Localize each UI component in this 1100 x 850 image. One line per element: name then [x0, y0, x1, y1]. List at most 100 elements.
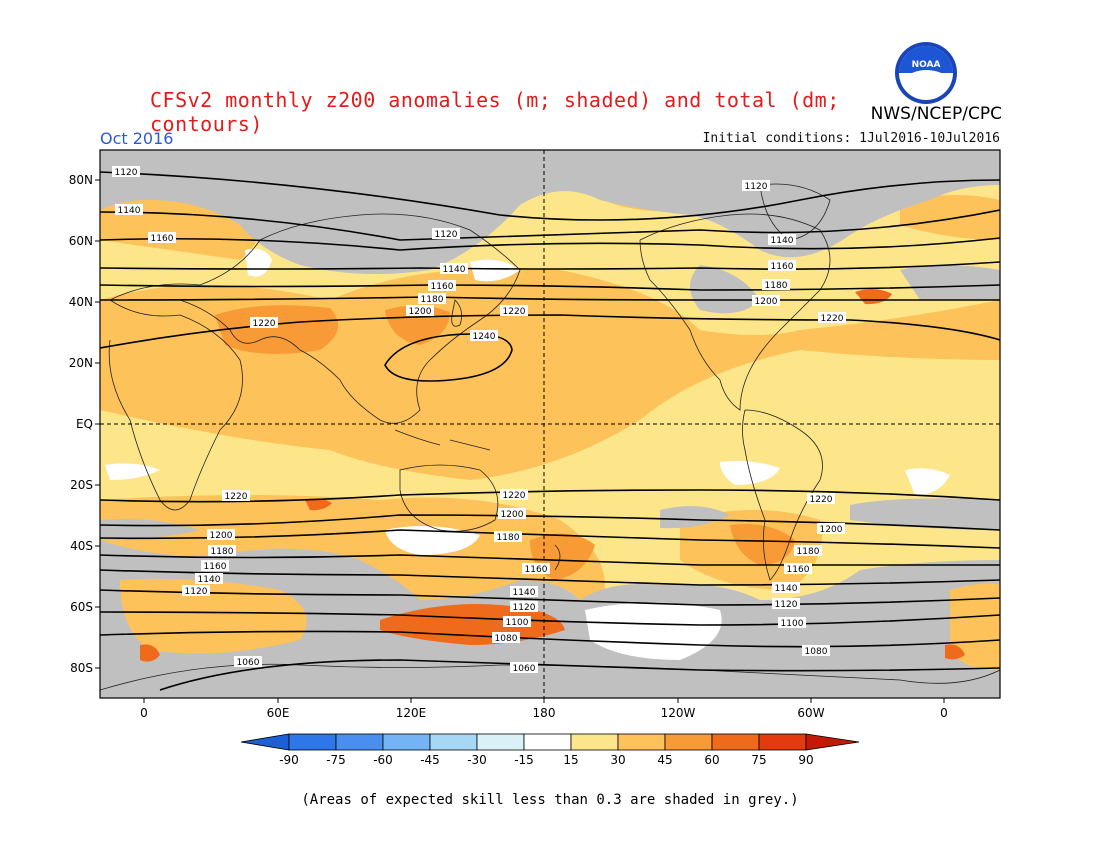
svg-text:1160: 1160: [204, 562, 227, 572]
colorbar-bin: [240, 733, 290, 751]
svg-text:1180: 1180: [421, 295, 444, 305]
svg-text:1200: 1200: [501, 510, 524, 520]
coastline-greenland: [759, 183, 831, 241]
colorbar-bin: [523, 733, 572, 751]
contour-label: 1200: [406, 305, 434, 317]
contour-label: 1140: [440, 263, 468, 275]
svg-text:1140: 1140: [771, 236, 794, 246]
contour-label: 1240: [470, 330, 498, 342]
contour-line: [100, 209, 1000, 241]
svg-text:1120: 1120: [185, 587, 208, 597]
svg-text:1180: 1180: [211, 547, 234, 557]
colorbar-bin: [382, 733, 431, 751]
lon-label: 60W: [797, 706, 825, 720]
colorbar-tick-label: 90: [798, 753, 814, 767]
svg-text:1100: 1100: [506, 618, 529, 628]
colorbar-bin: [570, 733, 619, 751]
contour-label: 1080: [802, 645, 830, 657]
svg-text:1220: 1220: [225, 492, 248, 502]
contour-label: 1140: [510, 586, 538, 598]
anomaly-band-45-60: [215, 305, 338, 354]
colorbar-tick-label: 15: [563, 753, 579, 767]
svg-text:1120: 1120: [513, 603, 536, 613]
contour-label: 1160: [768, 260, 796, 272]
axis-ticks: [95, 179, 945, 703]
contour-label: 1160: [784, 563, 812, 575]
lat-label: 80N: [68, 173, 93, 187]
contour-label: 1180: [418, 293, 446, 305]
colorbar-bin: [664, 733, 713, 751]
colorbar-tick-label: -60: [373, 753, 393, 767]
agency-label: NWS/NCEP/CPC: [870, 104, 1002, 124]
svg-text:1200: 1200: [755, 297, 778, 307]
svg-text:1080: 1080: [495, 634, 518, 644]
svg-text:1140: 1140: [775, 584, 798, 594]
svg-text:1220: 1220: [810, 495, 833, 505]
contour-label: 1200: [752, 295, 780, 307]
anomaly-band-30-45: [120, 578, 307, 654]
coastline-africa: [108, 299, 243, 511]
noaa-logo-text: NOAA: [912, 60, 941, 70]
lon-label: 0: [940, 706, 948, 720]
contour-label: 1120: [182, 585, 210, 597]
contour-label: 1080: [492, 632, 520, 644]
contour-label: 1200: [817, 523, 845, 535]
colorbar-tick-label: 60: [704, 753, 720, 767]
contour-label: 1180: [794, 545, 822, 557]
contour-label: 1140: [115, 204, 143, 216]
svg-text:1220: 1220: [821, 314, 844, 324]
anomaly-band-60-75: [140, 644, 160, 662]
colorbar-bin: [617, 733, 666, 751]
svg-text:1160: 1160: [787, 565, 810, 575]
svg-text:1060: 1060: [513, 664, 536, 674]
contour-line: [100, 314, 1000, 349]
contour-label: 1160: [201, 560, 229, 572]
svg-text:1100: 1100: [781, 619, 804, 629]
anomaly-white-region: [105, 463, 160, 480]
lat-label: 20S: [70, 478, 93, 492]
svg-text:1160: 1160: [525, 565, 548, 575]
lat-label: 20N: [68, 356, 93, 370]
contour-label: 1140: [768, 234, 796, 246]
anomaly-band-30-45: [950, 583, 1000, 671]
contour-line: [100, 611, 1000, 626]
contour-label: 1100: [778, 617, 806, 629]
contour-label: 1160: [148, 232, 176, 244]
svg-text:1220: 1220: [503, 307, 526, 317]
svg-text:1180: 1180: [497, 533, 520, 543]
svg-text:1180: 1180: [765, 281, 788, 291]
contour-label: 1220: [222, 490, 250, 502]
contour-label: 1180: [494, 531, 522, 543]
lon-label: 0: [140, 706, 148, 720]
low-skill-grey-south: [850, 498, 1000, 530]
colorbar-tick-label: -90: [279, 753, 299, 767]
contour-line: [100, 261, 1000, 270]
coastline-indonesia: [394, 429, 491, 451]
svg-text:1060: 1060: [237, 658, 260, 668]
contour-label: 1120: [742, 180, 770, 192]
lat-label: 60S: [70, 600, 93, 614]
contour-label: 1140: [195, 573, 223, 585]
lon-label: 60E: [266, 706, 290, 720]
contour-label: 1060: [510, 662, 538, 674]
contour-labels: 1120 1120 1140 1120 1160 1140 1140 1160 …: [112, 166, 846, 674]
lat-label: 40S: [70, 539, 93, 553]
svg-text:1160: 1160: [151, 234, 174, 244]
colorbar-bin: [429, 733, 478, 751]
svg-text:1160: 1160: [771, 262, 794, 272]
contour-label: 1100: [503, 616, 531, 628]
colorbar-tick-label: 75: [751, 753, 767, 767]
contour-line: [100, 514, 1000, 531]
svg-text:1080: 1080: [805, 647, 828, 657]
contour-label: 1160: [522, 563, 550, 575]
lon-label: 180: [532, 706, 556, 720]
contour-line: [100, 589, 1000, 606]
colorbar-tick-label: -75: [326, 753, 346, 767]
initial-conditions: Initial conditions: 1Jul2016-10Jul2016: [702, 131, 1000, 146]
contour-label: 1140: [772, 582, 800, 594]
svg-text:1200: 1200: [820, 525, 843, 535]
svg-text:1120: 1120: [745, 182, 768, 192]
colorbar-bin: [288, 733, 337, 751]
coastline-japan: [451, 299, 463, 327]
svg-text:1180: 1180: [797, 547, 820, 557]
